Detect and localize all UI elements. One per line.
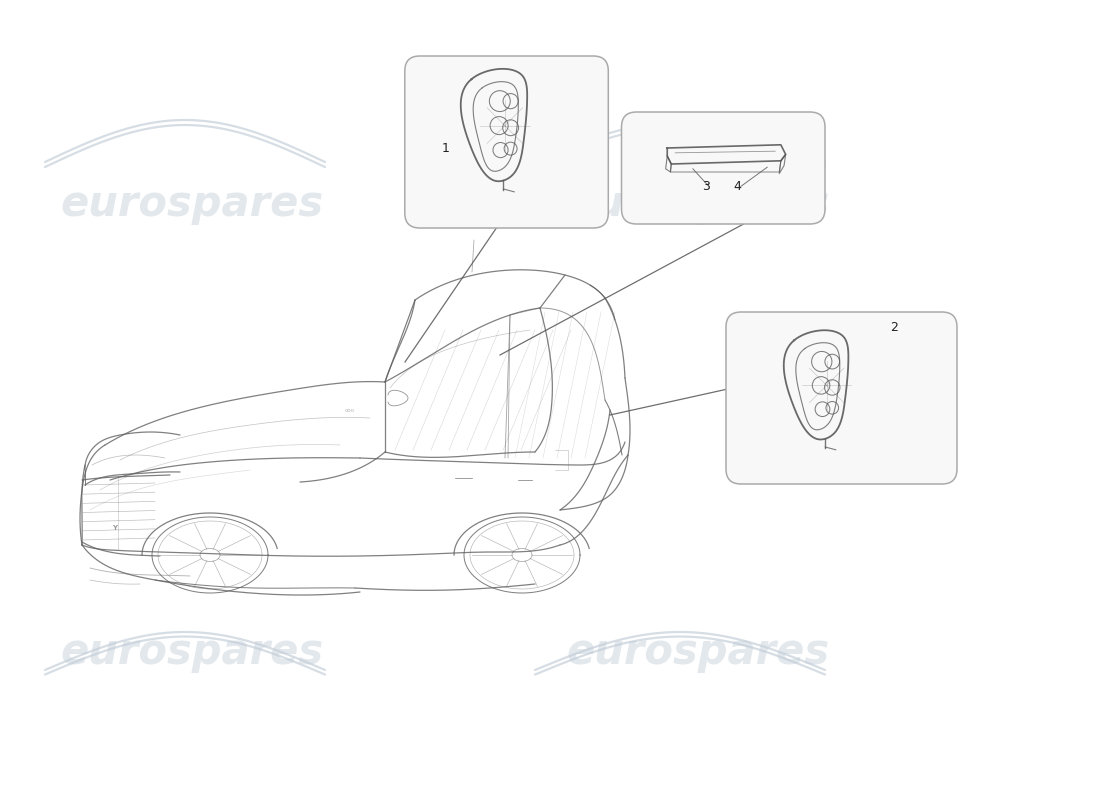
Text: eurospares: eurospares bbox=[60, 631, 324, 673]
Text: 3: 3 bbox=[702, 181, 710, 194]
FancyBboxPatch shape bbox=[621, 112, 825, 224]
FancyBboxPatch shape bbox=[405, 56, 608, 228]
Text: eurospares: eurospares bbox=[566, 183, 830, 225]
FancyBboxPatch shape bbox=[726, 312, 957, 484]
Text: eurospares: eurospares bbox=[566, 631, 830, 673]
Text: 1: 1 bbox=[442, 142, 450, 155]
Text: 2: 2 bbox=[890, 322, 899, 334]
Text: eurospares: eurospares bbox=[60, 183, 324, 225]
Text: Y: Y bbox=[112, 525, 118, 531]
Text: 4: 4 bbox=[734, 181, 741, 194]
Text: ooo: ooo bbox=[345, 408, 355, 413]
